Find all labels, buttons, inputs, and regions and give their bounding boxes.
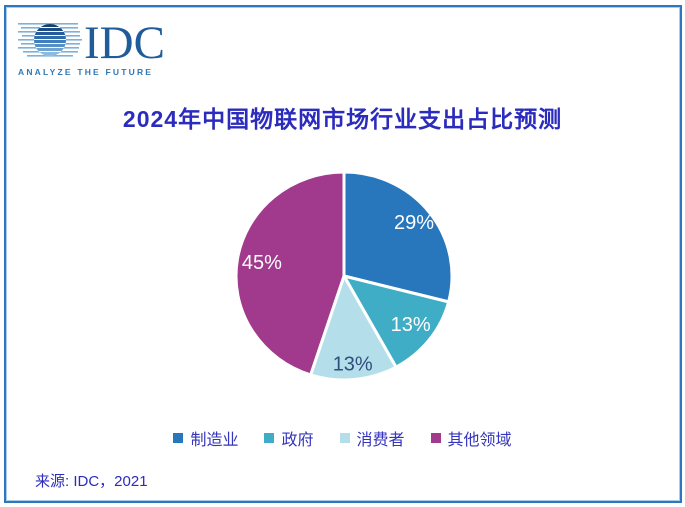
legend-swatch <box>264 433 275 443</box>
legend-item: 其他领域 <box>430 426 512 450</box>
legend-label: 政府 <box>281 432 314 449</box>
pie-slice-label: 45% <box>242 252 282 274</box>
legend-item: 制造业 <box>173 426 238 450</box>
source-note: 来源: IDC，2021 <box>35 473 148 490</box>
pie-slice-label: 13% <box>333 353 373 375</box>
logo-wordmark: IDC <box>84 17 165 70</box>
legend-item: 消费者 <box>339 426 405 450</box>
legend: 制造业 政府 消费者 其他领域 <box>0 426 685 450</box>
legend-swatch <box>430 433 441 443</box>
pie-chart-area: 29% 13% 13% 45% <box>229 166 459 386</box>
pie-slice-其他领域 <box>234 170 346 377</box>
pie-chart: 29% 13% 13% 45% <box>234 170 454 382</box>
pie-slice-制造业 <box>342 170 454 304</box>
globe-icon <box>18 23 82 57</box>
pie-slice-政府 <box>342 274 451 369</box>
logo-tagline: ANALYZE THE FUTURE <box>18 67 154 77</box>
pie-slice-label: 13% <box>391 314 431 336</box>
legend-label: 制造业 <box>190 432 239 449</box>
chart-title: 2024年中国物联网市场行业支出占比预测 <box>122 106 563 132</box>
idc-logo: IDC ANALYZE THE FUTURE <box>18 16 165 77</box>
pie-slice-消费者 <box>309 274 398 382</box>
legend-swatch <box>173 433 184 443</box>
pie-slice-label: 29% <box>394 212 434 234</box>
legend-item: 政府 <box>264 426 314 450</box>
legend-label: 其他领域 <box>447 432 512 449</box>
legend-swatch <box>339 433 350 443</box>
legend-label: 消费者 <box>356 432 405 449</box>
